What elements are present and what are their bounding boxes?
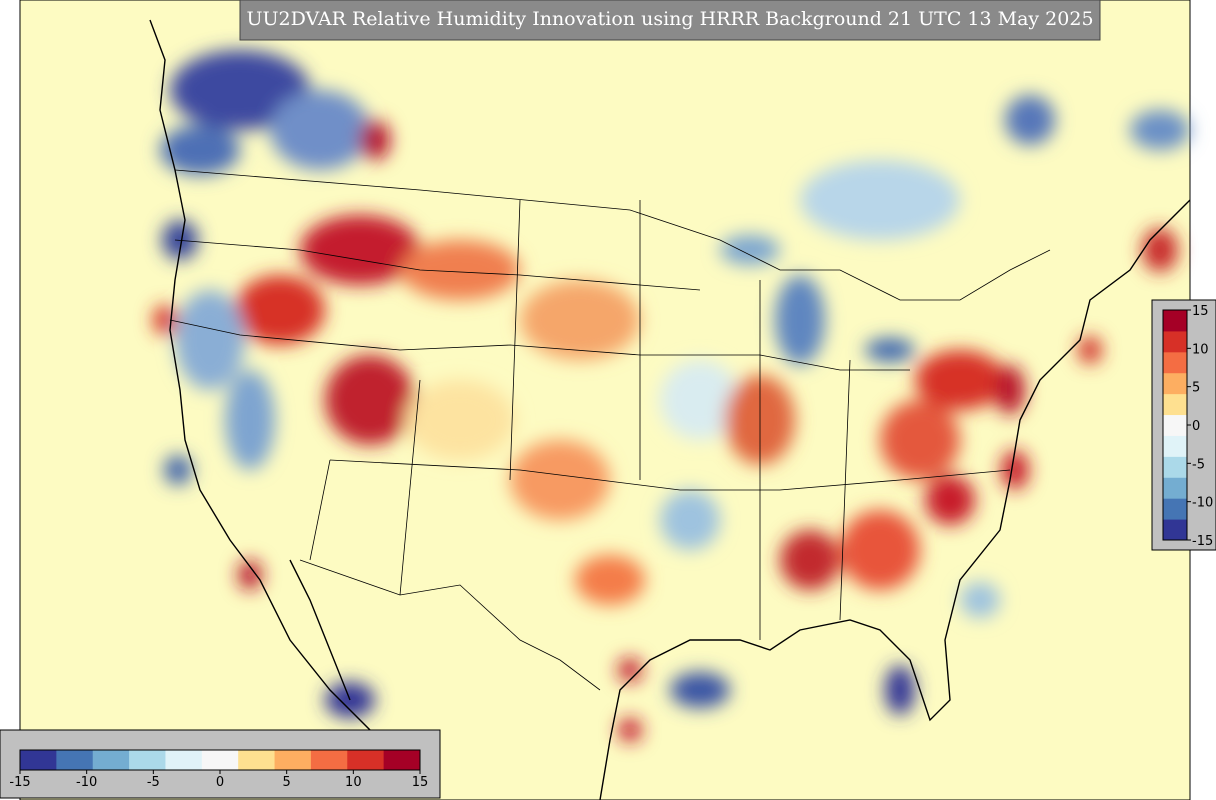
innovation-blob: [270, 90, 370, 170]
colorbar-segment: [165, 750, 203, 770]
colorbar-segment: [129, 750, 166, 770]
innovation-blob: [153, 305, 177, 335]
innovation-blob: [780, 530, 840, 590]
colorbar-segment: [1163, 456, 1187, 478]
innovation-blob: [1001, 450, 1029, 490]
colorbar-segment: [92, 750, 130, 770]
innovation-blob: [720, 235, 780, 265]
title-box: [239, 0, 1101, 41]
innovation-blob: [960, 582, 1000, 618]
innovation-blob: [880, 400, 960, 480]
innovation-blob: [840, 510, 920, 590]
tick-label: 10: [345, 775, 362, 790]
innovation-blob: [300, 215, 420, 285]
innovation-blob: [175, 290, 245, 390]
innovation-blob: [660, 490, 720, 550]
innovation-blob: [510, 440, 610, 520]
innovation-blob: [618, 718, 642, 742]
colorbar-segment: [238, 750, 276, 770]
innovation-blob: [405, 380, 515, 460]
colorbar-segment: [1163, 372, 1187, 395]
colorbar-segment: [1163, 498, 1187, 520]
colorbar-segment: [347, 750, 385, 770]
innovation-blob: [1005, 95, 1055, 145]
colorbar-segment: [56, 750, 94, 770]
colorbar-segment: [1163, 351, 1187, 374]
colorbar-segment: [1163, 310, 1187, 332]
colorbar-segment: [274, 750, 312, 770]
tick-label: -10: [76, 775, 97, 790]
innovation-blob: [1078, 336, 1102, 364]
tick-label: 5: [283, 775, 291, 790]
innovation-blob: [775, 275, 825, 365]
colorbar-segment: [1163, 414, 1187, 436]
innovation-blob: [800, 160, 960, 240]
tick-label: 10: [1192, 342, 1209, 357]
colorbar-segment: [20, 750, 57, 770]
innovation-blob: [170, 50, 310, 130]
tick-label: 5: [1192, 381, 1200, 396]
innovation-blob: [660, 360, 740, 440]
colorbar-segment: [201, 750, 239, 770]
tick-label: -5: [147, 775, 160, 790]
innovation-blob: [360, 120, 390, 160]
innovation-blob: [618, 658, 642, 682]
innovation-blob: [915, 350, 1005, 410]
innovation-blob: [575, 555, 645, 605]
innovation-blob: [325, 355, 415, 445]
tick-label: -15: [1192, 534, 1213, 549]
tick-label: 0: [1192, 419, 1200, 434]
coastline: [149, 19, 1191, 800]
colorbar-segment: [1163, 330, 1187, 353]
colorbar-segment: [1163, 393, 1187, 416]
boundaries: [169, 169, 1051, 691]
colorbar-segment: [1163, 435, 1187, 457]
innovation-blob: [1142, 228, 1178, 272]
tick-label: -10: [1192, 496, 1213, 511]
colorbar-segment: [1163, 519, 1187, 541]
innovation-blob: [865, 338, 915, 362]
tick-label: -5: [1192, 457, 1205, 472]
colorbar-segment: [1163, 477, 1187, 499]
innovation-blob: [1130, 110, 1190, 150]
innovation-blob: [400, 240, 520, 300]
innovation-blob: [225, 370, 275, 470]
tick-label: 15: [412, 775, 429, 790]
tick-label: 15: [1192, 304, 1209, 319]
innovation-field: [153, 50, 1190, 742]
innovation-blob: [995, 365, 1025, 415]
innovation-blob: [670, 672, 730, 708]
colorbar-segment: [383, 750, 421, 770]
colorbar-segment: [310, 750, 348, 770]
tick-label: -15: [9, 775, 30, 790]
innovation-blob: [164, 455, 192, 485]
innovation-blob: [160, 125, 240, 175]
tick-label: 0: [216, 775, 224, 790]
innovation-blob: [925, 475, 975, 525]
innovation-blob: [885, 665, 915, 715]
map-title: UU2DVAR Relative Humidity Innovation usi…: [246, 8, 1093, 30]
innovation-blob: [238, 560, 262, 590]
innovation-blob: [520, 280, 640, 360]
innovation-blob: [235, 275, 325, 345]
